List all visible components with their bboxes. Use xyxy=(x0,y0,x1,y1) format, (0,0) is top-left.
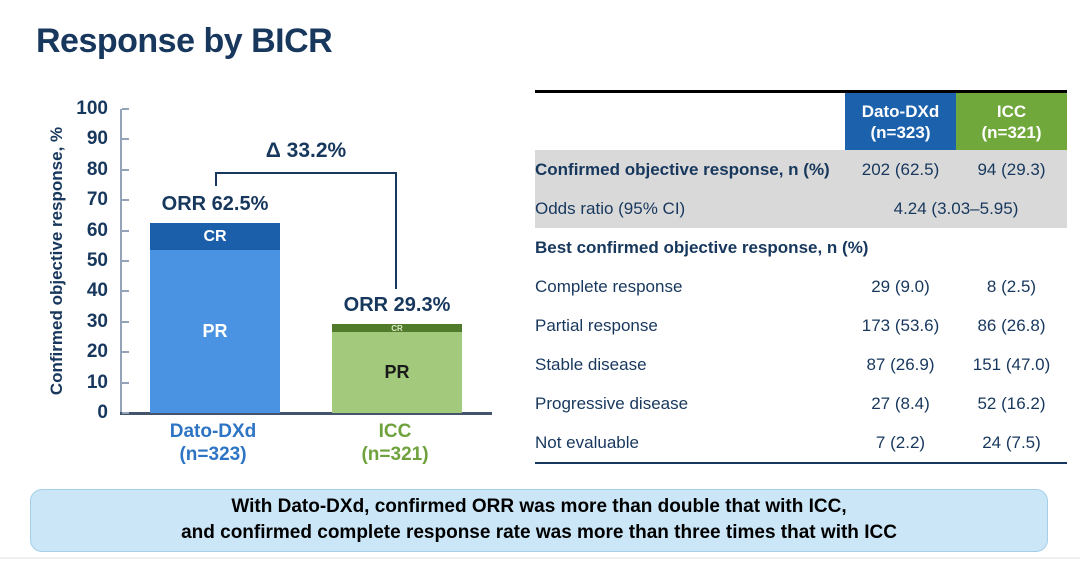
row-label-cell: Best confirmed objective response, n (%) xyxy=(535,237,869,257)
bar-dato-dxd: CR PR xyxy=(150,223,280,413)
y-tick-label: 90 xyxy=(86,128,108,150)
page-title: Response by BICR xyxy=(36,22,333,60)
y-tick-label: 80 xyxy=(86,158,108,180)
results-table: Dato-DXd (n=323) ICC (n=321) Confirmed obje… xyxy=(535,90,1067,464)
value-cell: 86 (26.8) xyxy=(977,315,1046,335)
table-row: Complete response 29 (9.0) 8 (2.5) xyxy=(535,267,1067,306)
column-name: ICC xyxy=(996,101,1027,121)
pr-segment-label: PR xyxy=(202,321,228,341)
row-label-cell: Odds ratio (95% CI) xyxy=(535,189,845,228)
category-name: Dato-DXd xyxy=(169,421,257,442)
row-label-cell: Not evaluable xyxy=(535,432,639,452)
cr-segment-label: CR xyxy=(203,227,227,245)
value-cell: 7 (2.2) xyxy=(875,432,926,452)
x-axis-label-dato-dxd: Dato-DXd (n=323) xyxy=(128,420,298,466)
y-tick-mark xyxy=(122,351,129,354)
value-cell: 24 (7.5) xyxy=(982,432,1041,452)
pr-segment-label: PR xyxy=(384,362,410,382)
orr-label: ORR 29.3% xyxy=(343,294,451,316)
row-label-cell: Partial response xyxy=(535,315,658,335)
column-header-icc: ICC (n=321) xyxy=(956,91,1067,150)
table-row: Best confirmed objective response, n (%) xyxy=(535,228,1067,267)
row-label-cell: Stable disease xyxy=(535,354,647,374)
value-cell-span: 4.24 (3.03–5.95) xyxy=(845,189,1067,228)
y-tick-label: 60 xyxy=(86,219,108,241)
banner-line-1: With Dato-DXd, confirmed ORR was more th… xyxy=(231,496,847,517)
y-tick-mark xyxy=(122,168,129,171)
y-tick-label: 50 xyxy=(86,250,108,271)
delta-bracket-bar xyxy=(215,172,397,174)
value-cell: 151 (47.0) xyxy=(972,354,1051,374)
y-tick-label: 40 xyxy=(86,280,108,302)
x-axis-label-icc: ICC (n=321) xyxy=(310,420,480,466)
row-label-cell: Confirmed objective response, n (%) xyxy=(535,150,845,189)
y-tick-mark xyxy=(122,260,129,262)
bar-icc: CR PR xyxy=(332,324,462,413)
value-cell: 52 (16.2) xyxy=(977,393,1046,413)
table-row: Partial response 173 (53.6) 86 (26.8) xyxy=(535,306,1067,345)
table-row: Not evaluable 7 (2.2) 24 (7.5) xyxy=(535,423,1067,463)
table-body: Confirmed objective response, n (%) 202 (… xyxy=(535,150,1067,463)
table-header-row: Dato-DXd (n=323) ICC (n=321) xyxy=(535,91,1067,151)
column-n: (n=323) xyxy=(870,122,931,142)
y-tick-mark xyxy=(122,108,129,110)
plot-area: Δ 33.2% CR PR ORR 62.5% CR PR ORR 29.3% xyxy=(120,108,492,415)
y-tick-label: 70 xyxy=(86,189,108,211)
category-name: ICC xyxy=(378,421,412,442)
x-axis-line xyxy=(120,412,492,415)
cr-segment: CR xyxy=(150,223,280,250)
category-n: (n=323) xyxy=(179,444,247,465)
column-header-dato-dxd: Dato-DXd (n=323) xyxy=(845,91,956,150)
cr-segment: CR xyxy=(332,323,462,333)
table-row: Confirmed objective response, n (%) 202 (… xyxy=(535,150,1067,189)
y-tick-label: 20 xyxy=(86,341,108,363)
column-n: (n=321) xyxy=(981,122,1042,142)
delta-bracket-left-tick xyxy=(215,172,217,186)
orr-label: ORR 62.5% xyxy=(161,193,269,215)
slide-bottom-divider xyxy=(0,557,1080,559)
summary-banner: With Dato-DXd, confirmed ORR was more th… xyxy=(30,489,1048,552)
table-header: Dato-DXd (n=323) ICC (n=321) xyxy=(535,91,1067,151)
row-label-cell: Progressive disease xyxy=(535,393,689,413)
value-cell: 173 (53.6) xyxy=(861,315,940,335)
y-tick-label: 100 xyxy=(76,98,108,119)
table-row: Progressive disease 27 (8.4) 52 (16.2) xyxy=(535,384,1067,423)
column-header-empty xyxy=(535,92,845,151)
pr-segment: PR xyxy=(332,332,462,413)
category-n: (n=321) xyxy=(361,444,429,465)
y-tick-label: 10 xyxy=(86,371,108,393)
y-tick-mark xyxy=(122,138,129,141)
y-tick-mark xyxy=(122,412,129,414)
value-cell: 27 (8.4) xyxy=(871,393,930,413)
y-tick-label: 0 xyxy=(97,402,108,423)
pr-segment: PR xyxy=(150,250,280,413)
value-cell: 8 (2.5) xyxy=(986,276,1037,296)
y-axis-tick-labels: 0 10 20 30 40 50 60 70 80 90 100 xyxy=(62,99,110,423)
column-name: Dato-DXd xyxy=(861,101,940,121)
cr-segment-label: CR xyxy=(391,323,403,333)
banner-line-2: and confirmed complete response rate was… xyxy=(181,522,897,543)
value-cell: 29 (9.0) xyxy=(871,276,930,296)
y-tick-mark xyxy=(122,229,129,232)
delta-label: Δ 33.2% xyxy=(265,139,347,162)
y-tick-mark xyxy=(122,320,129,323)
value-cell: 94 (29.3) xyxy=(956,150,1067,189)
table-row: Odds ratio (95% CI) 4.24 (3.03–5.95) xyxy=(535,189,1067,228)
value-cell: 87 (26.9) xyxy=(866,354,935,374)
y-tick-mark xyxy=(122,381,129,384)
y-tick-mark xyxy=(122,199,129,202)
value-cell: 202 (62.5) xyxy=(845,150,956,189)
y-tick-mark xyxy=(122,290,129,293)
x-axis-labels: Dato-DXd (n=323) ICC (n=321) xyxy=(120,420,490,472)
y-tick-label: 30 xyxy=(86,310,108,332)
delta-bracket-right-tick xyxy=(395,172,397,289)
row-label-cell: Complete response xyxy=(535,276,683,296)
table-row: Stable disease 87 (26.9) 151 (47.0) xyxy=(535,345,1067,384)
